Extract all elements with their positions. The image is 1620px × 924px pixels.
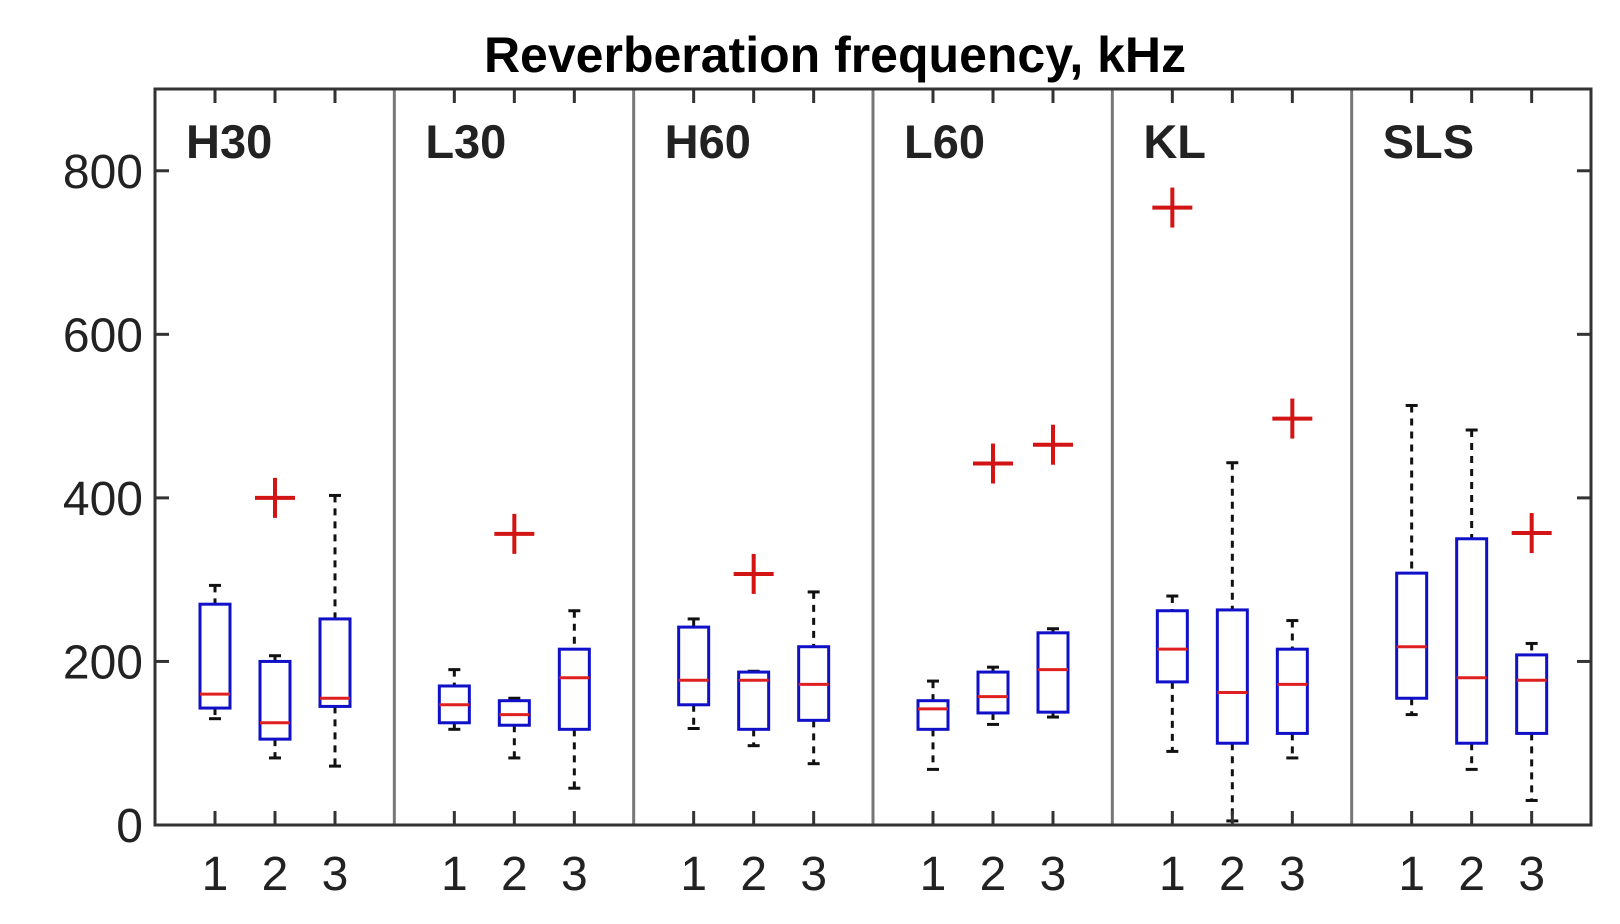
box-kl-2: [1215, 461, 1249, 823]
box-sls-3: [1511, 513, 1552, 802]
x-tick-label: 1: [441, 848, 468, 901]
y-tick-label: 0: [116, 800, 143, 853]
iqr-box: [1515, 653, 1549, 735]
y-tick-label: 800: [63, 146, 143, 199]
outlier-marker: [973, 443, 1013, 484]
panel-h60: H60: [632, 89, 831, 825]
panel-kl: KL: [1110, 89, 1313, 825]
y-tick-label: 400: [63, 473, 143, 526]
x-tick-label: 2: [740, 848, 767, 901]
x-tick-label: 3: [800, 848, 827, 901]
box-h60-1: [677, 617, 711, 731]
y-axis: 0 200 400 600 800: [63, 146, 1591, 853]
x-tick-label: 2: [1219, 848, 1246, 901]
iqr-box: [497, 699, 531, 727]
panel-label: H30: [186, 115, 272, 168]
panel-l30: L30: [392, 89, 591, 825]
panel-label: L30: [425, 115, 506, 168]
x-tick-label: 1: [1159, 848, 1186, 901]
x-tick-label: 2: [980, 848, 1007, 901]
outlier-marker: [1033, 424, 1073, 465]
panel-label: H60: [665, 115, 751, 168]
box-sls-1: [1395, 403, 1429, 717]
panel-label: L60: [904, 115, 985, 168]
x-tick-label: 3: [561, 848, 588, 901]
box-l60-2: [973, 443, 1013, 726]
outlier-marker: [255, 477, 295, 518]
panels-layer: H30 L30 H60 L60 KL SLS: [186, 89, 1552, 825]
x-tick-label: 1: [1398, 848, 1425, 901]
iqr-box: [1275, 647, 1309, 735]
iqr-box: [916, 699, 950, 731]
x-tick-label: 2: [262, 848, 289, 901]
x-tick-label: 1: [202, 848, 229, 901]
box-l30-1: [437, 668, 471, 731]
x-tick-label: 2: [1458, 848, 1485, 901]
x-tick-label: 1: [680, 848, 707, 901]
box-l60-1: [916, 679, 950, 771]
outlier-marker: [733, 553, 774, 594]
outlier-marker: [494, 513, 535, 554]
outlier-marker: [1511, 513, 1552, 554]
iqr-box: [677, 625, 711, 707]
x-tick-label: 3: [1040, 848, 1067, 901]
y-tick-label: 600: [63, 309, 143, 362]
iqr-box: [976, 670, 1010, 715]
x-tick-label: 1: [920, 848, 947, 901]
panel-h30: H30: [186, 115, 352, 768]
iqr-box: [1455, 537, 1489, 745]
y-tick-label: 200: [63, 636, 143, 689]
box-h60-2: [733, 553, 774, 748]
box-l60-3: [1033, 424, 1073, 719]
plot-frame: [153, 87, 1593, 827]
x-tick-label: 3: [322, 848, 349, 901]
iqr-box: [198, 602, 232, 710]
x-tick-label: 2: [501, 848, 528, 901]
box-h30-3: [318, 493, 352, 768]
chart-title: Reverberation frequency, kHz: [484, 27, 1186, 83]
box-kl-1: [1152, 187, 1193, 753]
panel-label: SLS: [1383, 115, 1474, 168]
panel-sls: SLS: [1350, 89, 1552, 825]
iqr-box: [318, 617, 352, 708]
iqr-box: [258, 659, 292, 741]
iqr-box: [1395, 571, 1429, 700]
iqr-box: [1036, 631, 1070, 714]
box-l30-2: [494, 513, 535, 760]
outlier-marker: [1152, 187, 1193, 228]
box-h60-3: [797, 590, 831, 766]
box-kl-3: [1272, 398, 1313, 760]
x-tick-label: 3: [1518, 848, 1545, 901]
box-sls-2: [1455, 428, 1489, 771]
x-tick-label: 3: [1279, 848, 1306, 901]
iqr-box: [1155, 609, 1189, 684]
panel-l60: L60: [871, 89, 1073, 825]
box-l30-3: [557, 609, 591, 790]
iqr-box: [557, 647, 591, 731]
outlier-marker: [1272, 398, 1313, 439]
panel-label: KL: [1143, 115, 1206, 168]
box-h30-2: [255, 477, 295, 760]
box-h30-1: [198, 583, 232, 721]
iqr-box: [1215, 608, 1249, 745]
